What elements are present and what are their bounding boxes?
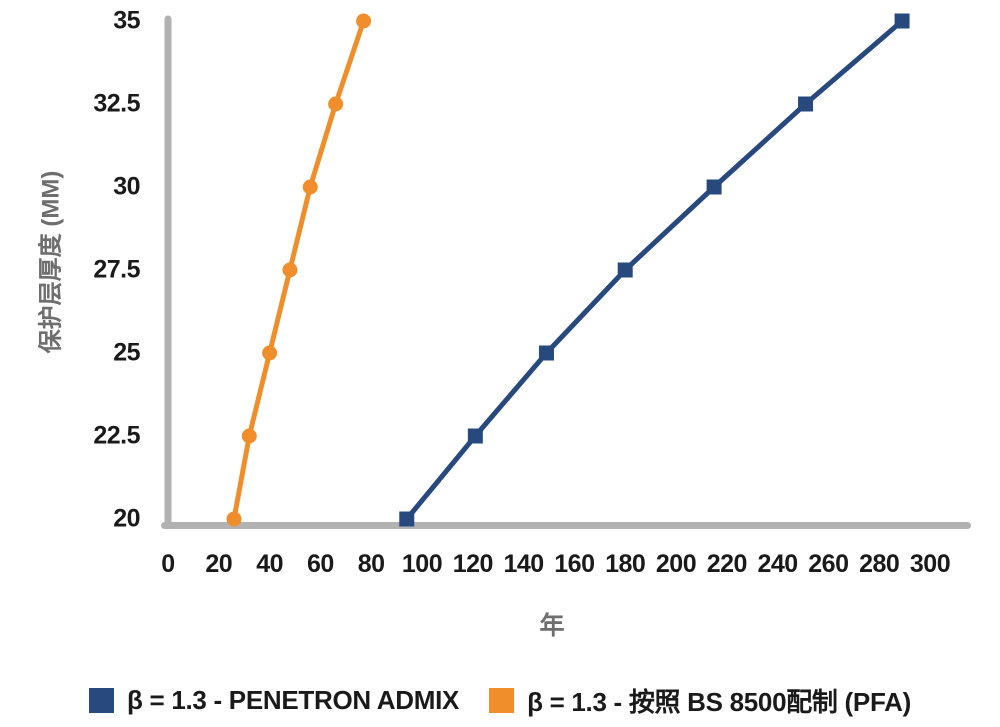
- x-tick-label: 240: [757, 550, 798, 578]
- y-tick-label: 27.5: [93, 255, 140, 284]
- legend-item-penetron-admix: β = 1.3 - PENETRON ADMIX: [89, 685, 459, 716]
- penetron-admix-data-point: [706, 179, 722, 195]
- y-tick-label: 35: [113, 6, 140, 35]
- penetron-admix-data-point: [798, 96, 814, 112]
- y-tick-label: 20: [113, 504, 140, 533]
- penetron-admix-data-point: [538, 345, 554, 361]
- penetron-admix-data-point: [467, 428, 483, 444]
- legend-item-bs8500-pfa: β = 1.3 - 按照 BS 8500配制 (PFA): [489, 682, 911, 719]
- y-tick-label: 32.5: [93, 89, 140, 118]
- y-tick-label: 22.5: [93, 421, 140, 450]
- x-tick-label: 80: [357, 550, 385, 578]
- y-tick-label: 25: [113, 338, 140, 367]
- x-tick-label: 280: [859, 550, 900, 578]
- x-tick-label: 160: [554, 550, 595, 578]
- bs8500-pfa-data-point: [282, 262, 298, 278]
- x-tick-label: 40: [256, 550, 283, 578]
- bs8500-pfa-line: [231, 18, 367, 522]
- x-tick-label: 180: [605, 550, 646, 578]
- bs8500-pfa-data-point: [328, 96, 344, 112]
- x-tick-label: 260: [808, 550, 849, 578]
- x-tick-label: 60: [306, 550, 334, 578]
- penetron-admix-data-point: [617, 262, 633, 278]
- x-tick-label: 120: [452, 550, 494, 578]
- penetron-admix-data-point: [399, 511, 415, 527]
- legend-label-bs8500-pfa: β = 1.3 - 按照 BS 8500配制 (PFA): [527, 687, 911, 717]
- penetron-admix-swatch-icon: [89, 688, 115, 713]
- penetron-admix-data-point: [894, 13, 910, 29]
- bs8500-pfa-data-point: [356, 13, 372, 29]
- bs8500-pfa-data-point: [302, 179, 318, 195]
- x-tick-label: 220: [706, 550, 748, 578]
- x-tick-label: 0: [161, 550, 175, 578]
- legend-label-penetron-admix: β = 1.3 - PENETRON ADMIX: [127, 685, 460, 715]
- x-tick-label: 140: [503, 550, 544, 578]
- legend: β = 1.3 - PENETRON ADMIX β = 1.3 - 按照 BS…: [0, 682, 1000, 719]
- x-tick-label: 20: [205, 550, 233, 578]
- y-axis-title: 保护层厚度 (MM): [37, 170, 65, 354]
- bs8500-pfa-data-point: [226, 511, 242, 527]
- x-axis-title: 年: [539, 612, 565, 640]
- bs8500-pfa-data-point: [262, 345, 278, 361]
- bs8500-pfa-data-point: [241, 428, 257, 444]
- penetron-admix-line: [404, 18, 905, 522]
- x-tick-label: 200: [655, 550, 697, 578]
- x-tick-label: 300: [909, 550, 951, 578]
- bs8500-pfa-swatch-icon: [489, 688, 515, 713]
- y-tick-label: 30: [113, 172, 140, 201]
- x-tick-label: 100: [401, 550, 443, 578]
